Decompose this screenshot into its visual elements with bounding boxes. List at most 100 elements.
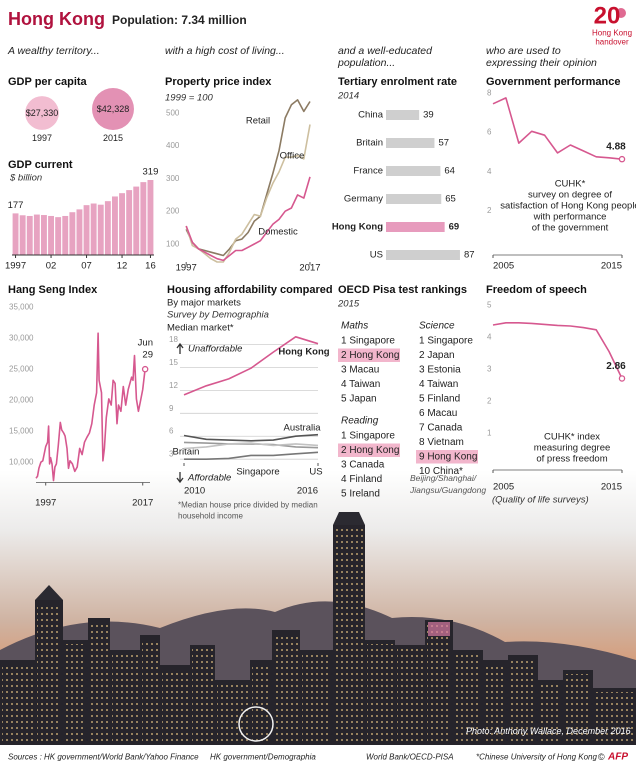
y-tick-label: 2 (487, 397, 492, 406)
y-tick-label: 5 (487, 301, 492, 310)
annotation: Jun (138, 338, 153, 349)
line (35, 332, 146, 482)
y-tick-label: 30,000 (9, 334, 34, 343)
value-label: 4.88 (606, 142, 626, 153)
bar-category: Germany (344, 194, 383, 205)
chart-title: Hang Seng Index (8, 284, 98, 296)
annotation: of press freedom (536, 454, 607, 465)
list-heading: Science (419, 321, 455, 332)
copyright: © (598, 752, 605, 762)
chart-byline: Survey by Demographia (167, 310, 269, 321)
x-tick-label: 2015 (601, 482, 622, 493)
chart-subtitle: 1999 = 100 (165, 93, 214, 104)
y-tick-label: 1 (487, 429, 492, 438)
list-item: 1 Singapore (419, 336, 473, 347)
building-windows (335, 529, 363, 745)
bubble-year: 2015 (103, 133, 123, 143)
line (183, 336, 319, 396)
list-item: 5 Japan (341, 394, 377, 405)
annotation: CUHK* (555, 179, 586, 190)
series-label: Australia (284, 423, 322, 434)
highlight (338, 348, 400, 362)
photo-credit: Photo: Anthony Wallace, December 2016 (466, 726, 631, 736)
list-heading: Reading (341, 416, 379, 427)
bar (386, 194, 442, 204)
arrow-up (176, 342, 184, 354)
column-heading: and a well-educated (338, 45, 433, 57)
building-windows (510, 659, 536, 745)
bar-value-label: 39 (423, 110, 434, 121)
bar (386, 110, 420, 120)
bubble-year: 1997 (32, 133, 52, 143)
list-item: 3 Estonia (419, 365, 461, 376)
highlight (338, 443, 400, 457)
bubble (25, 96, 59, 130)
annotation: of the government (532, 223, 609, 234)
y-tick-label: 35,000 (9, 303, 34, 312)
population: Population: 7.34 million (112, 13, 247, 27)
series-label: Domestic (258, 227, 298, 238)
chart-title: OECD Pisa test rankings (338, 284, 467, 296)
column-heading: expressing their opinion (486, 57, 597, 69)
bar (33, 214, 40, 255)
building-windows (65, 644, 86, 745)
x-tick-label: 2005 (493, 482, 514, 493)
bar (133, 186, 140, 255)
end-marker (618, 375, 626, 382)
series-label: Hong Kong (278, 347, 329, 358)
photo (0, 470, 636, 745)
chart-title: Freedom of speech (486, 284, 587, 296)
y-tick-label: 15,000 (9, 427, 34, 436)
series-label: Retail (246, 116, 270, 127)
list-item: 8 Vietnam (419, 437, 464, 448)
bar-value-label: 64 (444, 166, 455, 177)
list-item: 3 Canada (341, 460, 385, 471)
x-tick-label: 2017 (299, 263, 320, 274)
bar-category: US (370, 250, 383, 261)
bar (48, 215, 54, 255)
building-windows (142, 639, 158, 745)
bar (104, 201, 111, 255)
bar (26, 215, 33, 255)
chart-subtitle: By major markets (167, 298, 241, 309)
x-tick-label: 1997 (5, 261, 26, 272)
agency: AFP (607, 752, 628, 763)
photo-fade (0, 745, 636, 768)
bar (97, 204, 104, 255)
bar (90, 203, 97, 255)
list-item: 4 Taiwan (419, 379, 458, 390)
source: World Bank/OECD-PISA (366, 753, 454, 762)
y-tick-label: 4 (487, 333, 492, 342)
y-tick-label: 500 (166, 108, 180, 117)
building-windows (540, 684, 561, 745)
chart-title: Housing affordability compared (167, 284, 333, 296)
column-heading: population... (337, 57, 395, 69)
building-windows (367, 644, 393, 745)
chart-subtitle: 2014 (337, 91, 359, 102)
list-item: 9 Hong Kong (419, 452, 477, 463)
bar (147, 180, 154, 255)
photo-buildings (0, 512, 636, 745)
list-note: Beijing/Shanghai/ (410, 473, 478, 483)
building-windows (274, 634, 298, 745)
bar-value-label: 87 (464, 250, 475, 261)
x-tick-label: 2017 (132, 498, 153, 509)
list-item: 6 Macau (419, 408, 457, 419)
tower-top (333, 512, 365, 525)
series-label: Britain (173, 447, 200, 458)
building-windows (427, 624, 451, 745)
bar-value-label: 177 (8, 200, 24, 211)
list-item: 4 Finland (341, 474, 382, 485)
column-heading: with a high cost of living... (165, 45, 285, 57)
x-tick-label: 2015 (601, 261, 622, 272)
highlight (416, 450, 478, 464)
list-item: 5 Ireland (341, 489, 380, 500)
annotation: 29 (142, 350, 153, 361)
line (184, 451, 319, 460)
x-tick-label: 02 (46, 261, 57, 272)
logo-text: Hong Kong (592, 29, 632, 38)
series-label: Office (280, 151, 305, 162)
end-marker (141, 365, 149, 373)
line (492, 97, 623, 160)
